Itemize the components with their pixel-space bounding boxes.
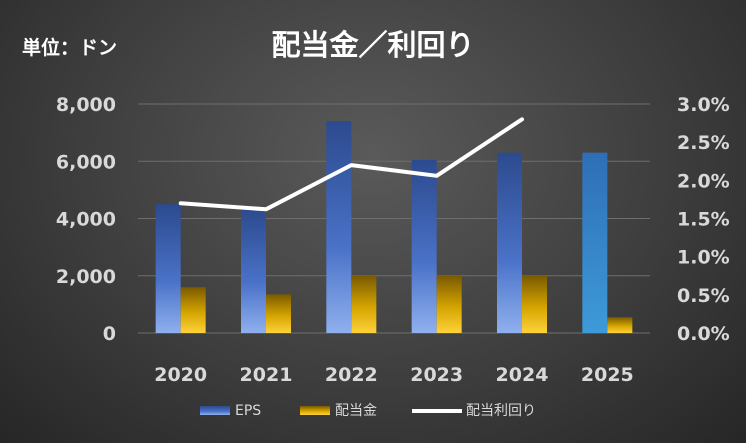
x-axis-tick-label: 2024	[496, 364, 549, 386]
left-axis-tick-label: 6,000	[56, 151, 116, 173]
x-axis-tick-label: 2023	[410, 364, 463, 386]
x-axis-tick-label: 2021	[240, 364, 293, 386]
x-axis-tick-label: 2022	[325, 364, 378, 386]
right-axis-tick-label: 1.0%	[677, 247, 730, 269]
legend-swatch-div	[300, 406, 330, 415]
left-axis-tick-label: 2,000	[56, 266, 116, 288]
dividend-bar	[351, 275, 377, 333]
axis-labels: 0 2,000 4,000 6,000 8,000 0.0% 0.5% 1.0% 1.5% 2.0…	[56, 94, 730, 386]
legend: EPS 配当金 配当利回り	[200, 403, 536, 419]
left-axis-tick-label: 8,000	[56, 94, 116, 116]
dividend-bar	[266, 294, 291, 333]
dividend-bar	[607, 317, 633, 333]
gridlines	[138, 103, 650, 334]
right-axis-tick-label: 2.5%	[677, 132, 730, 154]
dividend-bar	[436, 275, 462, 333]
x-axis-tick-label: 2020	[154, 364, 207, 386]
right-axis-tick-label: 3.0%	[677, 94, 730, 116]
yield-line	[178, 117, 524, 212]
right-axis-tick-label: 1.5%	[677, 209, 730, 231]
eps-bar	[411, 159, 437, 333]
eps-bar	[155, 204, 181, 333]
x-axis-tick-label: 2025	[581, 364, 634, 386]
right-axis-tick-label: 0.0%	[677, 323, 730, 345]
right-axis-tick-label: 2.0%	[677, 170, 730, 192]
chart-title: 配当金／利回り	[271, 28, 475, 62]
dividend-bar	[522, 275, 547, 333]
eps-bar	[241, 208, 266, 333]
eps-bar	[326, 121, 352, 333]
eps-bar	[497, 152, 522, 333]
yield-line-layer	[178, 117, 524, 212]
unit-label: 単位：ドン	[22, 37, 118, 59]
legend-label-eps: EPS	[235, 403, 261, 419]
right-axis-tick-label: 0.5%	[677, 285, 730, 307]
dividend-bar	[180, 287, 206, 333]
bars	[155, 121, 633, 333]
legend-label-yield: 配当利回り	[466, 403, 536, 419]
eps-bar	[582, 152, 608, 333]
legend-label-div: 配当金	[335, 403, 377, 419]
legend-swatch-eps	[200, 406, 230, 415]
left-axis-tick-label: 0	[103, 323, 116, 345]
left-axis-tick-label: 4,000	[56, 209, 116, 231]
